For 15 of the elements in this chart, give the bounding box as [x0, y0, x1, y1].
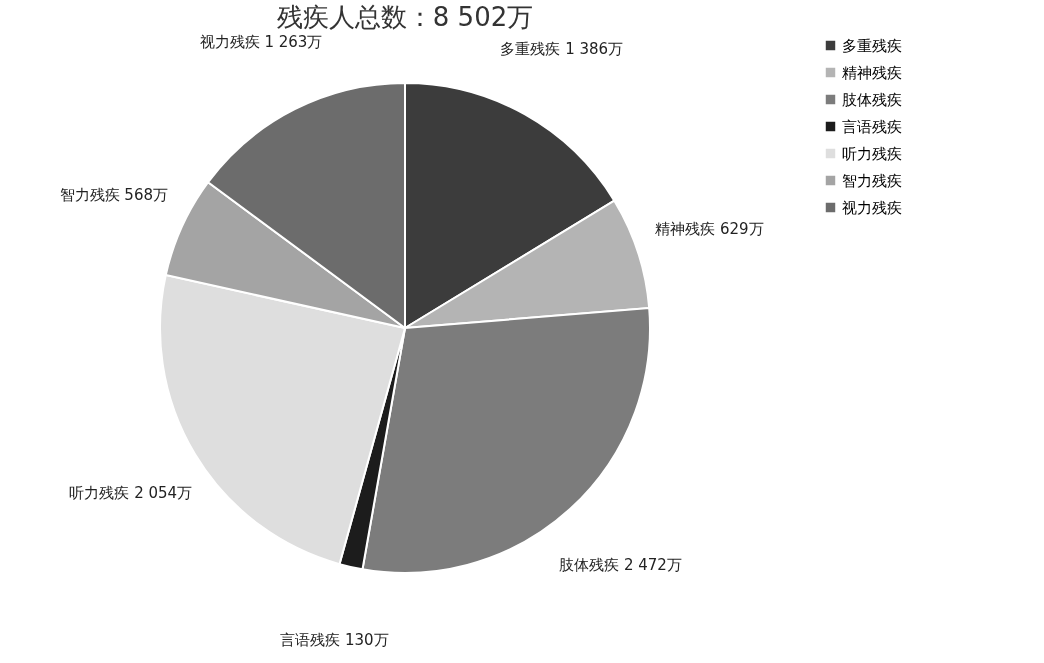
- legend-label: 视力残疾: [842, 198, 902, 217]
- category-label: 听力残疾 2 054万: [69, 483, 193, 502]
- category-label: 视力残疾 1 263万: [199, 33, 323, 52]
- legend-label: 多重残疾: [842, 36, 902, 55]
- category-label: 肢体残疾 2 472万: [559, 555, 682, 574]
- chart-title: 残疾人总数：8 502万: [276, 2, 534, 33]
- category-label: 精神残疾 629万: [655, 220, 764, 239]
- legend-label: 智力残疾: [842, 171, 902, 190]
- category-label: 言语残疾 130万: [280, 631, 389, 650]
- legend-label: 听力残疾: [842, 144, 902, 163]
- legend-label: 言语残疾: [842, 117, 902, 136]
- category-label: 智力残疾 568万: [59, 186, 168, 205]
- legend-label: 精神残疾: [842, 63, 902, 82]
- category-label: 多重残疾 1 386万: [500, 40, 624, 59]
- legend-label: 肢体残疾: [842, 90, 902, 109]
